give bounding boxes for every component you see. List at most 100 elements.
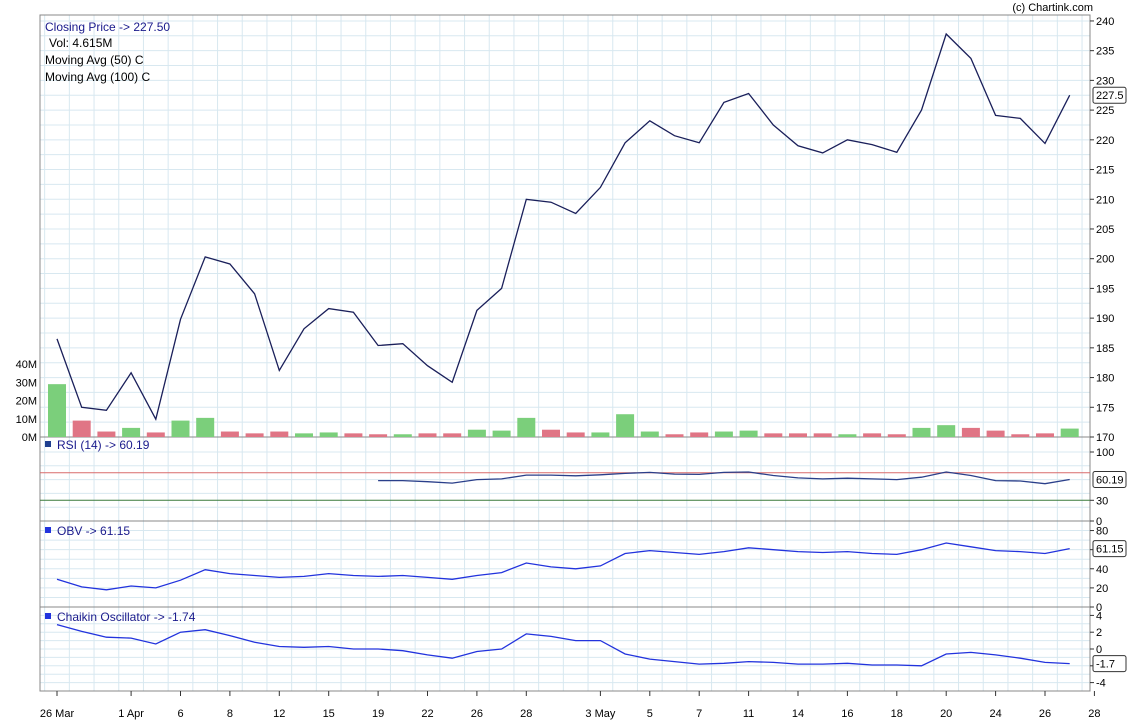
volume-bar	[72, 420, 91, 437]
obv-last-value-box	[1092, 540, 1127, 558]
rsi-y-tick: 30	[1096, 495, 1108, 507]
price-y-tick: 240	[1096, 16, 1114, 28]
volume-bar	[665, 434, 684, 437]
obv-line	[56, 542, 1070, 591]
price-line	[56, 32, 1071, 422]
x-tick-label: 22	[421, 708, 433, 720]
obv-legend: OBV -> 61.15	[57, 524, 130, 538]
volume-bar	[319, 432, 338, 437]
volume-bar	[961, 427, 980, 437]
price-y-tick: 225	[1096, 105, 1114, 117]
rsi-line	[378, 471, 1070, 485]
volume-bar	[690, 432, 709, 437]
volume-bar	[937, 425, 956, 437]
volume-bar	[813, 433, 832, 437]
volume-bar	[369, 434, 388, 437]
rsi-y-tick: 0	[1096, 516, 1102, 528]
volume-bar	[492, 430, 511, 437]
chaikin-last-value-box	[1092, 655, 1127, 673]
panel-frames	[39, 14, 1091, 692]
volume-bar	[443, 433, 462, 437]
volume-bar	[418, 433, 437, 437]
volume-bar	[344, 433, 363, 437]
price-legend-closing: Closing Price -> 227.50	[45, 20, 170, 34]
x-tick-label: 15	[323, 708, 335, 720]
obv-y-tick: 0	[1096, 602, 1102, 614]
price-legend-ma100: Moving Avg (100) C	[45, 70, 150, 84]
volume-bar	[196, 417, 215, 437]
x-tick-label: 18	[891, 708, 903, 720]
volume-bar	[122, 427, 141, 437]
volume-bar	[591, 432, 610, 437]
volume-bar	[714, 431, 733, 437]
volume-bar	[863, 433, 882, 437]
obv-y-tick: 20	[1096, 583, 1108, 595]
volume-bar	[97, 431, 116, 437]
volume-bar	[467, 429, 486, 437]
x-tick-label: 19	[372, 708, 384, 720]
x-tick-label: 28	[520, 708, 532, 720]
chaikin-y-tick: 4	[1096, 610, 1102, 622]
chaikin-line	[56, 623, 1070, 667]
price-y-tick: 185	[1096, 343, 1114, 355]
x-tick-label: 6	[177, 708, 183, 720]
x-tick-label: 28	[1088, 708, 1100, 720]
volume-bar	[986, 430, 1005, 437]
chaikin-y-tick: 0	[1096, 644, 1102, 656]
x-tick-label: 16	[841, 708, 853, 720]
chaikin-legend: Chaikin Oscillator -> -1.74	[57, 610, 196, 624]
volume-y-tick: 0M	[22, 432, 37, 444]
volume-y-tick: 40M	[16, 359, 37, 371]
volume-bar	[764, 433, 783, 437]
volume-bar	[48, 384, 66, 437]
volume-bar	[789, 433, 807, 437]
volume-bar	[912, 427, 931, 437]
x-tick-label: 7	[696, 708, 702, 720]
volume-bar	[838, 434, 857, 437]
rsi-legend-marker	[45, 441, 51, 447]
rsi-y-tick: 100	[1096, 447, 1114, 459]
obv-y-tick: 40	[1096, 564, 1108, 576]
volume-bar	[393, 434, 412, 437]
copyright-text: (c) Chartink.com	[1012, 2, 1093, 14]
volume-bar	[1060, 428, 1079, 437]
volume-bar	[739, 430, 758, 437]
axis-labels: 1701751801851901952002052102152202252302…	[16, 16, 1127, 720]
volume-bar	[640, 431, 659, 437]
x-tick-label: 12	[273, 708, 285, 720]
price-legend-ma50: Moving Avg (50) C	[45, 53, 144, 67]
chaikin-legend-marker	[45, 613, 51, 619]
price-last-value-box	[1092, 86, 1127, 104]
volume-bar	[542, 429, 560, 437]
rsi-legend: RSI (14) -> 60.19	[57, 438, 150, 452]
price-y-tick: 220	[1096, 135, 1114, 147]
price-y-tick: 230	[1096, 75, 1114, 87]
volume-bar	[1011, 434, 1030, 437]
x-tick-label: 24	[989, 708, 1001, 720]
obv-y-tick: 80	[1096, 526, 1108, 538]
x-tick-label: 14	[792, 708, 804, 720]
x-tick-label: 20	[940, 708, 952, 720]
price-y-tick: 180	[1096, 373, 1114, 385]
volume-bar	[566, 432, 585, 437]
price-y-tick: 215	[1096, 165, 1114, 177]
volume-y-tick: 30M	[16, 377, 37, 389]
volume-bar	[220, 431, 239, 437]
volume-y-tick: 20M	[16, 396, 37, 408]
price-legend-volume: Vol: 4.615M	[49, 36, 112, 50]
volume-bar	[887, 434, 906, 437]
price-last-value: 227.5	[1096, 90, 1124, 102]
volume-bar	[146, 432, 165, 437]
x-tick-label: 11	[743, 708, 754, 720]
chaikin-last-value: -1.7	[1096, 659, 1115, 671]
x-tick-label: 5	[647, 708, 653, 720]
x-tick-label: 3 May	[585, 708, 615, 720]
price-y-tick: 190	[1096, 313, 1114, 325]
price-y-tick: 210	[1096, 194, 1114, 206]
rsi-last-value: 60.19	[1096, 474, 1124, 486]
x-tick-label: 26	[1039, 708, 1051, 720]
obv-last-value: 61.15	[1096, 544, 1124, 556]
chaikin-y-tick: 2	[1096, 627, 1102, 639]
price-y-tick: 175	[1096, 402, 1114, 414]
